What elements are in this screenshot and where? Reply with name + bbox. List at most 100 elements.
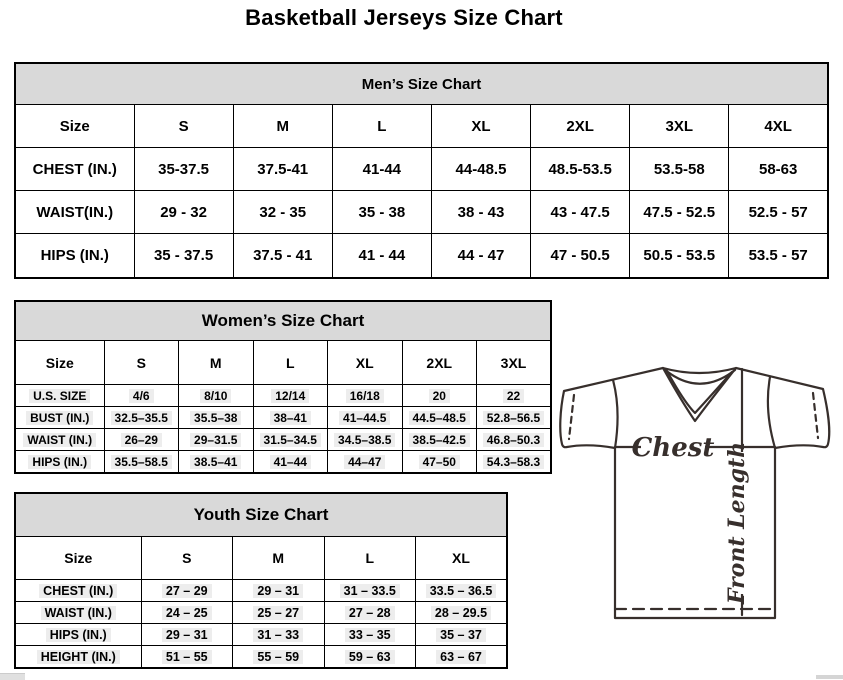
column-header: L [252,340,328,385]
column-header: Size [14,340,105,385]
size-value: 48.5-53.5 [530,147,631,191]
row-label: WAIST (IN.) [14,601,142,624]
size-value: 32 - 35 [232,190,333,234]
size-value: 47 - 50.5 [530,233,631,279]
size-value: 50.5 - 53.5 [629,233,730,279]
left-sleeve-hem-dashed [567,393,576,441]
jersey-outline [559,366,831,620]
right-sleeve-hem-dashed [811,391,820,440]
row-label: U.S. SIZE [14,384,105,407]
size-value: 31.5–34.5 [252,428,328,451]
column-header: 2XL [401,340,477,385]
table-row: HEIGHT (IN.) 51 – 55 55 – 59 59 – 63 63 … [14,645,508,669]
size-value: 41–44 [252,450,328,474]
size-value: 33 – 35 [323,623,416,646]
mens-table-caption: Men’s Size Chart [14,62,829,105]
youth-size-table: Youth Size Chart Size S M L XL CHEST (IN… [14,492,508,669]
table-row: WAIST (IN.) 26–29 29–31.5 31.5–34.5 34.5… [14,428,552,451]
size-value: 59 – 63 [323,645,416,669]
column-header: M [232,104,333,148]
column-header: Size [14,536,142,580]
table-header-row: Size S M L XL 2XL 3XL [14,340,552,385]
size-value: 27 – 28 [323,601,416,624]
size-value: 8/10 [178,384,254,407]
table-row: HIPS (IN.) 29 – 31 31 – 33 33 – 35 35 – … [14,623,508,646]
row-label: HIPS (IN.) [14,623,142,646]
table-row: U.S. SIZE 4/6 8/10 12/14 16/18 20 22 [14,384,552,407]
size-value: 20 [401,384,477,407]
size-value: 46.8–50.3 [476,428,552,451]
size-value: 12/14 [252,384,328,407]
row-label: HIPS (IN.) [14,233,135,279]
size-value: 41 - 44 [331,233,432,279]
youth-table-caption: Youth Size Chart [14,492,508,537]
table-row: HIPS (IN.) 35.5–58.5 38.5–41 41–44 44–47… [14,450,552,474]
size-value: 41–44.5 [327,406,403,429]
size-value: 63 – 67 [415,645,508,669]
size-value: 35.5–58.5 [103,450,179,474]
column-header: S [133,104,234,148]
size-value: 35 - 38 [331,190,432,234]
column-header: Size [14,104,135,148]
size-value: 37.5 - 41 [232,233,333,279]
front-length-label-bg [729,452,755,594]
left-armhole-seam [611,378,619,450]
size-value: 37.5-41 [232,147,333,191]
chest-label: Chest [632,433,715,463]
size-value: 4/6 [103,384,179,407]
size-value: 51 – 55 [140,645,233,669]
size-value: 34.5–38.5 [327,428,403,451]
size-value: 22 [476,384,552,407]
size-value: 27 – 29 [140,579,233,602]
size-value: 29 – 31 [232,579,325,602]
size-value: 35.5–38 [178,406,254,429]
column-header: 2XL [530,104,631,148]
row-label: HEIGHT (IN.) [14,645,142,669]
size-value: 29–31.5 [178,428,254,451]
table-row: CHEST (IN.) 27 – 29 29 – 31 31 – 33.5 33… [14,579,508,602]
size-value: 16/18 [327,384,403,407]
row-label: CHEST (IN.) [14,579,142,602]
size-value: 53.5 - 57 [728,233,829,279]
column-header: XL [415,536,508,580]
column-header: S [140,536,233,580]
size-value: 53.5-58 [629,147,730,191]
column-header: L [323,536,416,580]
row-label: WAIST(IN.) [14,190,135,234]
table-row: WAIST(IN.) 29 - 32 32 - 35 35 - 38 38 - … [14,190,829,234]
front-length-label: Front Length [724,442,750,605]
size-value: 33.5 – 36.5 [415,579,508,602]
size-value: 44–47 [327,450,403,474]
jersey-measurement-diagram: Chest Front Length [559,366,831,620]
table-row: BUST (IN.) 32.5–35.5 35.5–38 38–41 41–44… [14,406,552,429]
size-value: 31 – 33 [232,623,325,646]
size-value: 29 - 32 [133,190,234,234]
size-value: 52.5 - 57 [728,190,829,234]
table-row: HIPS (IN.) 35 - 37.5 37.5 - 41 41 - 44 4… [14,233,829,279]
table-caption-row: Women’s Size Chart [14,300,552,341]
size-value: 32.5–35.5 [103,406,179,429]
size-value: 25 – 27 [232,601,325,624]
table-caption-row: Men’s Size Chart [14,62,829,105]
collar-back-arc [662,367,737,385]
table-caption-row: Youth Size Chart [14,492,508,537]
size-value: 38 - 43 [430,190,532,234]
page-title: Basketball Jerseys Size Chart [245,5,563,30]
size-value: 26–29 [103,428,179,451]
horizontal-scrollbar-fragment[interactable] [0,673,25,680]
column-header: 3XL [629,104,730,148]
size-value: 35 – 37 [415,623,508,646]
column-header: XL [327,340,403,385]
table-header-row: Size S M L XL 2XL 3XL 4XL [14,104,829,148]
chest-label-bg [641,432,705,460]
row-label: BUST (IN.) [14,406,105,429]
size-value: 43 - 47.5 [530,190,631,234]
womens-size-table: Women’s Size Chart Size S M L XL 2XL 3XL… [14,300,552,474]
horizontal-scrollbar-fragment[interactable] [816,675,843,679]
vneck-inner [665,369,734,415]
size-value: 47.5 - 52.5 [629,190,730,234]
column-header: L [331,104,432,148]
size-value: 54.3–58.3 [476,450,552,474]
size-value: 47–50 [401,450,477,474]
size-value: 44.5–48.5 [401,406,477,429]
